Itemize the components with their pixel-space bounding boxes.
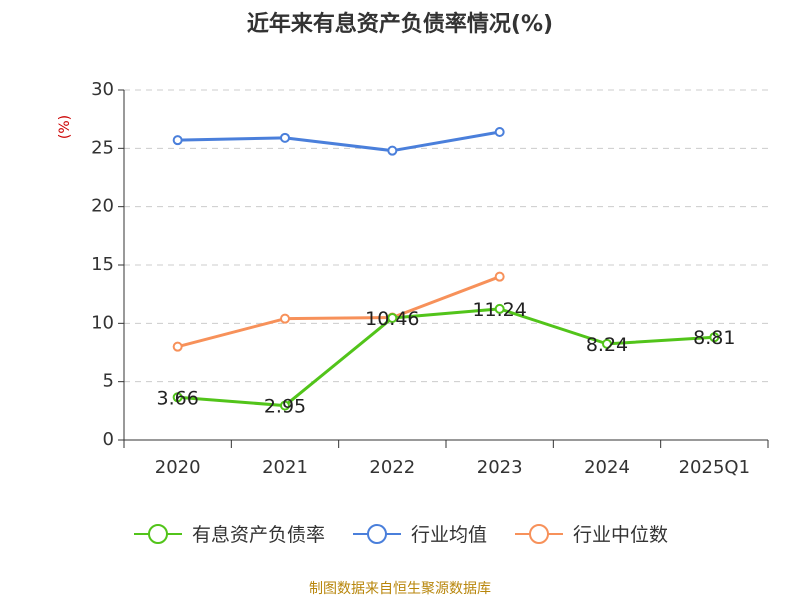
y-tick-labels: 0 5 10 15 20 25 30 bbox=[91, 79, 114, 450]
data-label: 8.81 bbox=[693, 327, 735, 349]
series-line bbox=[177, 275, 501, 349]
data-point bbox=[280, 132, 290, 143]
data-labels: 3.66 2.95 10.46 11.24 8.24 8.81 bbox=[157, 299, 736, 418]
legend-item: 行业中位数 bbox=[513, 520, 668, 547]
series-points bbox=[172, 127, 720, 411]
data-point bbox=[172, 135, 183, 146]
legend-symbol bbox=[133, 523, 182, 544]
x-tick-labels: 2020 2021 2022 2023 2024 2025Q1 bbox=[155, 457, 750, 478]
y-tick-label: 5 bbox=[103, 371, 114, 392]
axes bbox=[118, 89, 769, 448]
data-label: 10.46 bbox=[365, 308, 419, 330]
y-tick-label: 20 bbox=[91, 196, 114, 217]
x-tick-label: 2023 bbox=[477, 457, 523, 478]
data-point bbox=[280, 313, 290, 324]
data-label: 8.24 bbox=[586, 334, 628, 356]
data-point bbox=[172, 392, 183, 403]
data-point bbox=[709, 332, 720, 343]
x-tick-label: 2020 bbox=[155, 457, 201, 478]
data-label: 11.24 bbox=[472, 299, 526, 321]
data-point bbox=[602, 338, 612, 349]
y-tick-label: 15 bbox=[91, 254, 114, 275]
y-tick-label: 10 bbox=[91, 312, 114, 333]
data-label: 3.66 bbox=[157, 387, 199, 409]
source-note: 制图数据来自恒生聚源数据库 bbox=[309, 581, 491, 597]
data-point bbox=[387, 312, 398, 323]
data-point bbox=[172, 341, 183, 352]
data-point bbox=[494, 303, 505, 314]
data-point bbox=[280, 400, 290, 411]
data-point bbox=[494, 127, 505, 137]
legend-marker bbox=[366, 523, 387, 544]
series-line bbox=[177, 130, 500, 153]
legend-symbol bbox=[515, 523, 563, 544]
series-lines bbox=[177, 130, 715, 408]
grid-lines bbox=[124, 89, 768, 383]
legend-item: 行业均值 bbox=[351, 520, 487, 547]
legend: 有息资产负债率 行业均值 行业中位数 bbox=[0, 520, 800, 547]
y-axis-label: (%) bbox=[57, 115, 73, 139]
x-tick-label: 2022 bbox=[369, 457, 415, 478]
legend-label: 有息资产负债率 bbox=[191, 524, 325, 546]
data-point bbox=[387, 145, 398, 156]
y-tick-label: 25 bbox=[91, 137, 114, 158]
x-tick-label: 2025Q1 bbox=[679, 457, 750, 478]
data-label: 2.95 bbox=[264, 396, 306, 418]
chart-title: 近年来有息资产负债率情况(%) bbox=[246, 12, 554, 37]
legend-label: 行业均值 bbox=[410, 524, 487, 546]
legend-label: 行业中位数 bbox=[573, 524, 669, 546]
y-tick-label: 30 bbox=[91, 79, 114, 100]
series-line bbox=[177, 307, 715, 408]
legend-item: 有息资产负债率 bbox=[132, 520, 325, 547]
x-tick-label: 2024 bbox=[584, 457, 630, 478]
x-tick-label: 2021 bbox=[262, 457, 308, 478]
legend-symbol bbox=[352, 523, 401, 544]
legend-marker bbox=[529, 523, 549, 544]
data-point bbox=[494, 271, 505, 282]
y-tick-label: 0 bbox=[103, 429, 114, 450]
legend-marker bbox=[147, 523, 168, 544]
